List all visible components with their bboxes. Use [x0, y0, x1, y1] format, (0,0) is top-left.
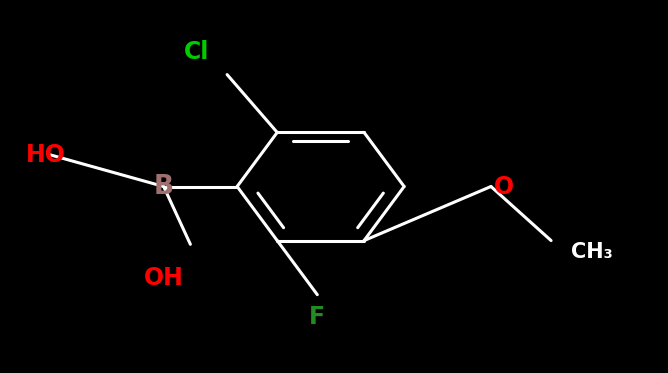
Text: OH: OH — [144, 266, 184, 290]
Text: B: B — [154, 173, 174, 200]
Text: O: O — [494, 175, 514, 198]
Text: Cl: Cl — [184, 40, 210, 64]
Text: HO: HO — [25, 143, 65, 167]
Text: CH₃: CH₃ — [571, 242, 613, 262]
Text: F: F — [309, 305, 325, 329]
